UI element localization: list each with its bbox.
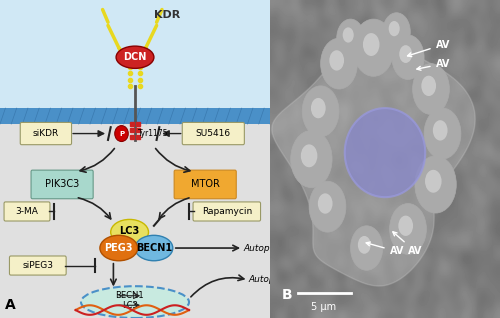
Circle shape: [398, 216, 413, 236]
Circle shape: [425, 170, 442, 193]
Text: PIK3C3: PIK3C3: [45, 179, 79, 190]
Circle shape: [350, 226, 382, 270]
Text: AV: AV: [393, 232, 422, 256]
Text: AV: AV: [417, 59, 450, 70]
Circle shape: [336, 19, 364, 57]
FancyBboxPatch shape: [4, 202, 50, 221]
FancyBboxPatch shape: [0, 0, 270, 121]
FancyBboxPatch shape: [193, 202, 260, 221]
Circle shape: [433, 120, 448, 141]
FancyBboxPatch shape: [174, 170, 236, 199]
Ellipse shape: [115, 126, 128, 142]
FancyBboxPatch shape: [0, 121, 270, 318]
Circle shape: [290, 130, 332, 188]
Text: A: A: [6, 298, 16, 312]
Text: PEG3: PEG3: [104, 243, 133, 253]
Ellipse shape: [81, 286, 189, 318]
Circle shape: [382, 13, 410, 51]
Text: BECN1: BECN1: [116, 291, 144, 300]
Text: BECN1: BECN1: [136, 243, 172, 253]
Circle shape: [412, 64, 450, 114]
Circle shape: [363, 33, 380, 56]
Text: B: B: [282, 288, 292, 302]
Text: AV: AV: [366, 242, 404, 256]
Text: AV: AV: [408, 40, 450, 57]
FancyBboxPatch shape: [10, 256, 66, 275]
Circle shape: [353, 19, 394, 76]
Ellipse shape: [345, 108, 425, 197]
Text: P: P: [119, 131, 124, 136]
Ellipse shape: [116, 46, 154, 68]
Circle shape: [400, 45, 412, 63]
Circle shape: [309, 181, 346, 232]
Ellipse shape: [135, 235, 173, 261]
Circle shape: [330, 50, 344, 71]
Circle shape: [302, 86, 339, 137]
FancyBboxPatch shape: [31, 170, 93, 199]
Text: LC3: LC3: [120, 225, 140, 236]
Circle shape: [390, 204, 426, 254]
Text: SU5416: SU5416: [196, 129, 231, 138]
FancyBboxPatch shape: [20, 122, 72, 145]
Text: Autophagy: Autophagy: [248, 275, 298, 284]
Text: MTOR: MTOR: [191, 179, 220, 190]
Circle shape: [424, 108, 461, 159]
FancyBboxPatch shape: [182, 122, 244, 145]
Text: LC3: LC3: [122, 301, 138, 310]
Circle shape: [392, 35, 424, 80]
Circle shape: [415, 156, 457, 213]
Circle shape: [358, 236, 370, 254]
Circle shape: [318, 193, 332, 214]
Text: Autophagy: Autophagy: [243, 244, 292, 252]
FancyBboxPatch shape: [0, 108, 270, 124]
Ellipse shape: [100, 235, 138, 261]
Circle shape: [342, 27, 353, 43]
Polygon shape: [272, 32, 475, 286]
Circle shape: [301, 144, 318, 167]
Text: DCN: DCN: [124, 52, 146, 62]
Circle shape: [388, 21, 400, 36]
Text: KDR: KDR: [154, 10, 180, 19]
Text: siKDR: siKDR: [33, 129, 59, 138]
Circle shape: [311, 98, 326, 118]
Text: siPEG3: siPEG3: [22, 261, 54, 270]
Ellipse shape: [110, 219, 148, 245]
Circle shape: [422, 76, 436, 96]
Text: Tyr1175: Tyr1175: [138, 129, 168, 138]
Circle shape: [320, 38, 358, 89]
Text: 3-MA: 3-MA: [16, 207, 38, 216]
Text: Rapamycin: Rapamycin: [202, 207, 252, 216]
Text: 5 μm: 5 μm: [312, 302, 336, 312]
